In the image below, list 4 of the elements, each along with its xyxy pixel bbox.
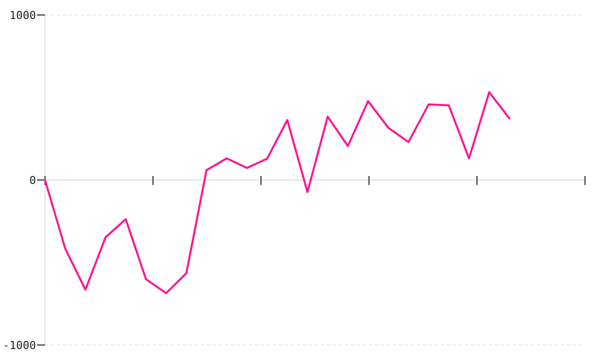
y-tick-label: 0 xyxy=(29,174,36,187)
line-series xyxy=(44,91,510,294)
y-tick-label: 1000 xyxy=(10,8,36,22)
y-tick-label: -1000 xyxy=(2,338,36,352)
